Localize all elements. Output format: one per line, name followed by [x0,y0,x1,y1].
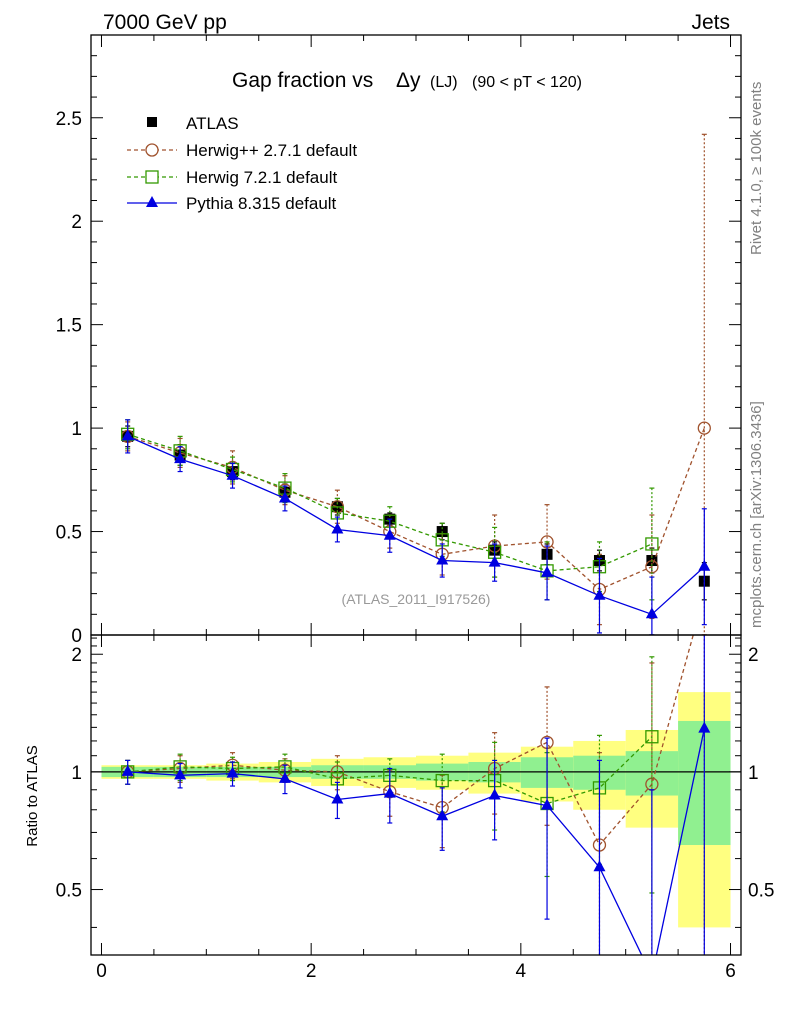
ratio-ytick-label-right: 1 [748,763,759,784]
main-plot-marks [121,133,711,635]
mcplots-label: mcplots.cern.ch [arXiv:1306.3436] [748,401,765,628]
ratio-ytick-label-left: 1 [71,763,82,784]
legend-atlas-marker [147,117,157,127]
main-pythia-8-315-default-point [278,491,291,503]
title-sub: (LJ) [430,74,458,91]
ratio-uncertainty-band [91,692,741,928]
main-herwig-2-7-1-default-point [697,421,711,435]
legend-herwigpp-marker [145,143,159,157]
main-ytick-label: 1 [71,419,82,440]
legend-entry-herwig7: Herwig 7.2.1 default [127,168,337,187]
main-pythia-8-315-default-point [383,528,396,540]
title-delta: Δy [396,69,421,92]
main-herwig-7-2-1-default-line [127,433,653,572]
legend-entry-atlas: ATLAS [147,114,239,133]
ratio-pythia-8-315-default-point [226,766,239,778]
header-left: 7000 GeV pp [103,11,227,34]
ratio-pythia-8-315-default-line [127,728,705,955]
ratio-herwig-7-2-1-default-point [645,730,659,744]
ratio-ylabel: Ratio to ATLAS [24,745,41,846]
main-pythia-8-315-default-point [541,565,554,577]
ratio-ytick-label-right: 0.5 [748,881,774,902]
ratio-herwig-2-7-1-default-point [330,765,345,779]
xtick-label: 6 [725,961,736,982]
ratio-plot-marks [121,635,711,955]
ratio-ytick-label-right: 2 [748,645,759,666]
ratio-pythia-8-315-default-point [383,786,396,798]
ratio-pythia-8-315-default-point [698,721,711,733]
main-ytick-label: 1.5 [56,316,82,337]
main-pythia-8-315-default-point [488,555,501,567]
legend: ATLAS Herwig++ 2.7.1 default Herwig 7.2.… [127,114,357,213]
legend-herwig7-marker [145,170,159,184]
title-main: Gap fraction vs [232,69,373,92]
rivet-version-label: Rivet 4.1.0, ≥ 100k events [748,82,765,255]
ratio-pythia-8-315-default-point [593,860,606,872]
main-pythia-8-315-default-point [121,429,134,441]
ratio-pythia-8-315-default-point [541,798,554,810]
main-ytick-label: 0 [71,626,82,647]
main-pythia-8-315-default-point [593,588,606,600]
main-pythia-8-315-default-point [645,607,658,619]
main-herwig-7-2-1-default-point [645,537,659,551]
chart-title: Gap fraction vs Δy (LJ) (90 < pT < 120) [232,69,582,92]
main-pythia-8-315-default-point [331,522,344,534]
main-ytick-label: 0.5 [56,523,82,544]
main-ytick-label: 2 [71,212,82,233]
main-pythia-8-315-default-point [174,452,187,464]
ratio-pythia-8-315-default-point [488,788,501,800]
title-range: (90 < pT < 120) [472,74,582,91]
main-pythia-8-315-default-line [127,435,705,616]
ratio-herwig-7-2-1-default-point [435,773,449,788]
xtick-label: 4 [516,961,527,982]
ratio-herwig-7-2-1-default-line [127,736,653,805]
main-ytick-label: 2.5 [56,109,82,130]
main-pythia-8-315-default-point [436,553,449,565]
legend-herwig7-label: Herwig 7.2.1 default [186,168,337,187]
xtick-label: 0 [96,961,107,982]
legend-herwigpp-label: Herwig++ 2.7.1 default [186,141,357,160]
ratio-pythia-8-315-default-point [278,771,291,783]
ratio-ytick-label-left: 2 [71,645,82,666]
main-pythia-8-315-default-point [698,559,711,571]
legend-pythia-marker [146,196,158,207]
main-pythia-8-315-default-point [226,468,239,480]
axes: 00.511.522.50.5 0.51 12 20 2 4 6 [56,34,774,982]
header-right: Jets [691,11,730,34]
ratio-pythia-8-315-default-point [331,792,344,804]
ratio-pythia-8-315-default-point [436,809,449,821]
legend-atlas-label: ATLAS [186,114,239,133]
ratio-ytick-label-left: 0.5 [56,881,82,902]
xtick-label: 2 [306,961,317,982]
legend-entry-herwigpp: Herwig++ 2.7.1 default [127,141,357,160]
ratio-pythia-8-315-default-point [121,764,134,776]
legend-pythia-label: Pythia 8.315 default [186,194,337,213]
ratio-pythia-8-315-default-point [174,768,187,780]
analysis-label: (ATLAS_2011_I917526) [342,591,491,607]
legend-entry-pythia: Pythia 8.315 default [127,194,337,213]
main-herwig-2-7-1-default-line [127,427,705,591]
